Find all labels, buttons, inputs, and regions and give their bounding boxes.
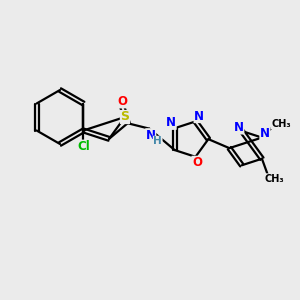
- Text: CH₃: CH₃: [265, 174, 284, 184]
- Text: H: H: [153, 136, 162, 146]
- Text: O: O: [117, 95, 127, 108]
- Text: N: N: [166, 116, 176, 129]
- Text: O: O: [192, 156, 202, 169]
- Text: CH₃: CH₃: [271, 119, 291, 129]
- Text: S: S: [120, 110, 129, 124]
- Text: N: N: [194, 110, 204, 123]
- Text: N: N: [260, 128, 270, 140]
- Text: Cl: Cl: [77, 140, 90, 153]
- Text: N: N: [234, 121, 244, 134]
- Text: N: N: [146, 129, 156, 142]
